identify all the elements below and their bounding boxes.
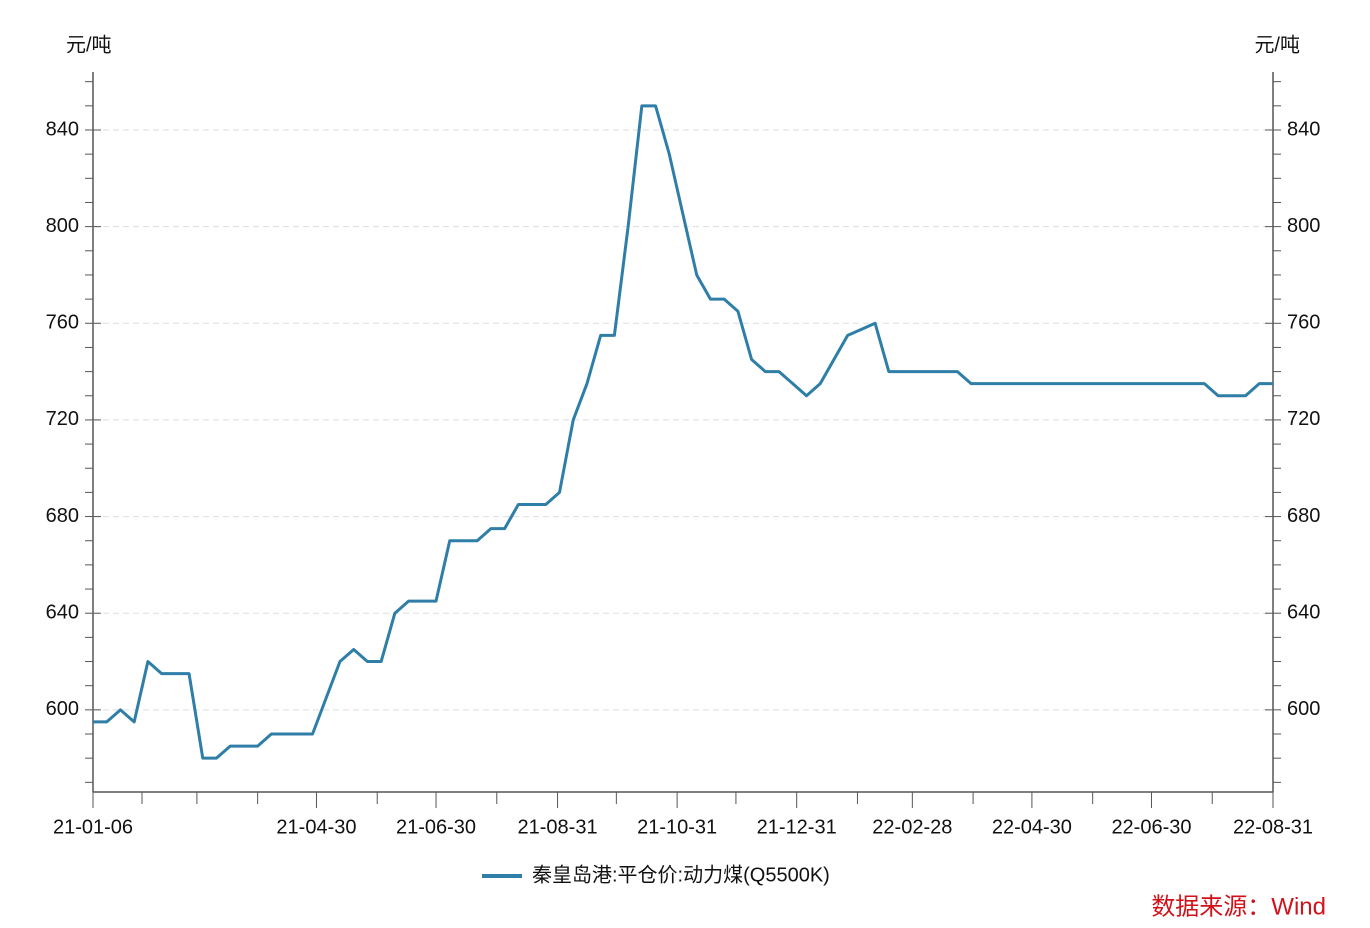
x-tick-label: 21-08-31 xyxy=(518,816,598,838)
y2-tick-label: 720 xyxy=(1287,408,1320,430)
y2-tick-label: 760 xyxy=(1287,312,1320,334)
source-note: 数据来源：Wind xyxy=(1151,893,1326,920)
y2-tick-label: 800 xyxy=(1287,215,1320,237)
y2-tick-label: 600 xyxy=(1287,698,1320,720)
legend-label: 秦皇岛港:平仓价:动力煤(Q5500K) xyxy=(532,863,830,886)
x-tick-label: 21-01-06 xyxy=(53,816,133,838)
y-tick-label: 760 xyxy=(46,312,79,334)
y-tick-label: 640 xyxy=(46,601,79,623)
y2-tick-label: 840 xyxy=(1287,118,1320,140)
y-tick-label: 600 xyxy=(46,698,79,720)
y-tick-label: 800 xyxy=(46,215,79,237)
x-tick-label: 21-04-30 xyxy=(276,816,356,838)
x-tick-label: 22-08-31 xyxy=(1233,816,1313,838)
x-tick-label: 21-12-31 xyxy=(757,816,837,838)
y2-axis-label: 元/吨 xyxy=(1254,33,1300,56)
y2-tick-label: 640 xyxy=(1287,601,1320,623)
y-tick-label: 840 xyxy=(46,118,79,140)
y-tick-label: 720 xyxy=(46,408,79,430)
x-tick-label: 22-06-30 xyxy=(1111,816,1191,838)
line-series xyxy=(93,104,1273,760)
y-tick-label: 680 xyxy=(46,505,79,527)
x-tick-label: 22-04-30 xyxy=(992,816,1072,838)
x-tick-label: 22-02-28 xyxy=(872,816,952,838)
y-axis-label: 元/吨 xyxy=(66,33,112,56)
y2-tick-label: 680 xyxy=(1287,505,1320,527)
x-tick-label: 21-10-31 xyxy=(637,816,717,838)
x-tick-label: 21-06-30 xyxy=(396,816,476,838)
